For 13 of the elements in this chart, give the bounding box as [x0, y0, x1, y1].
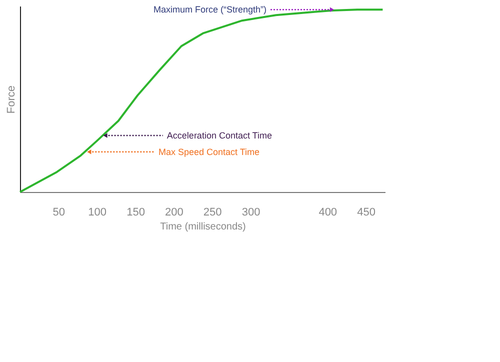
x-tick-label: 100: [88, 206, 107, 218]
annotation: Max Speed Contact Time: [158, 146, 260, 157]
annotation: Maximum Force (“Strength”): [153, 4, 267, 15]
x-axis-title: Time (milliseconds): [160, 222, 246, 232]
x-tick-label: 50: [52, 206, 66, 218]
annotation: Acceleration Contact Time: [166, 130, 272, 140]
x-tick-label: 300: [242, 206, 260, 218]
x-tick-label: 200: [165, 206, 184, 218]
x-tick-label: 450: [357, 206, 376, 218]
y-axis-title: Force: [6, 85, 18, 114]
x-tick-label: 400: [318, 206, 338, 218]
x-tick-label: 150: [126, 206, 145, 218]
x-tick-label: 250: [203, 206, 222, 218]
